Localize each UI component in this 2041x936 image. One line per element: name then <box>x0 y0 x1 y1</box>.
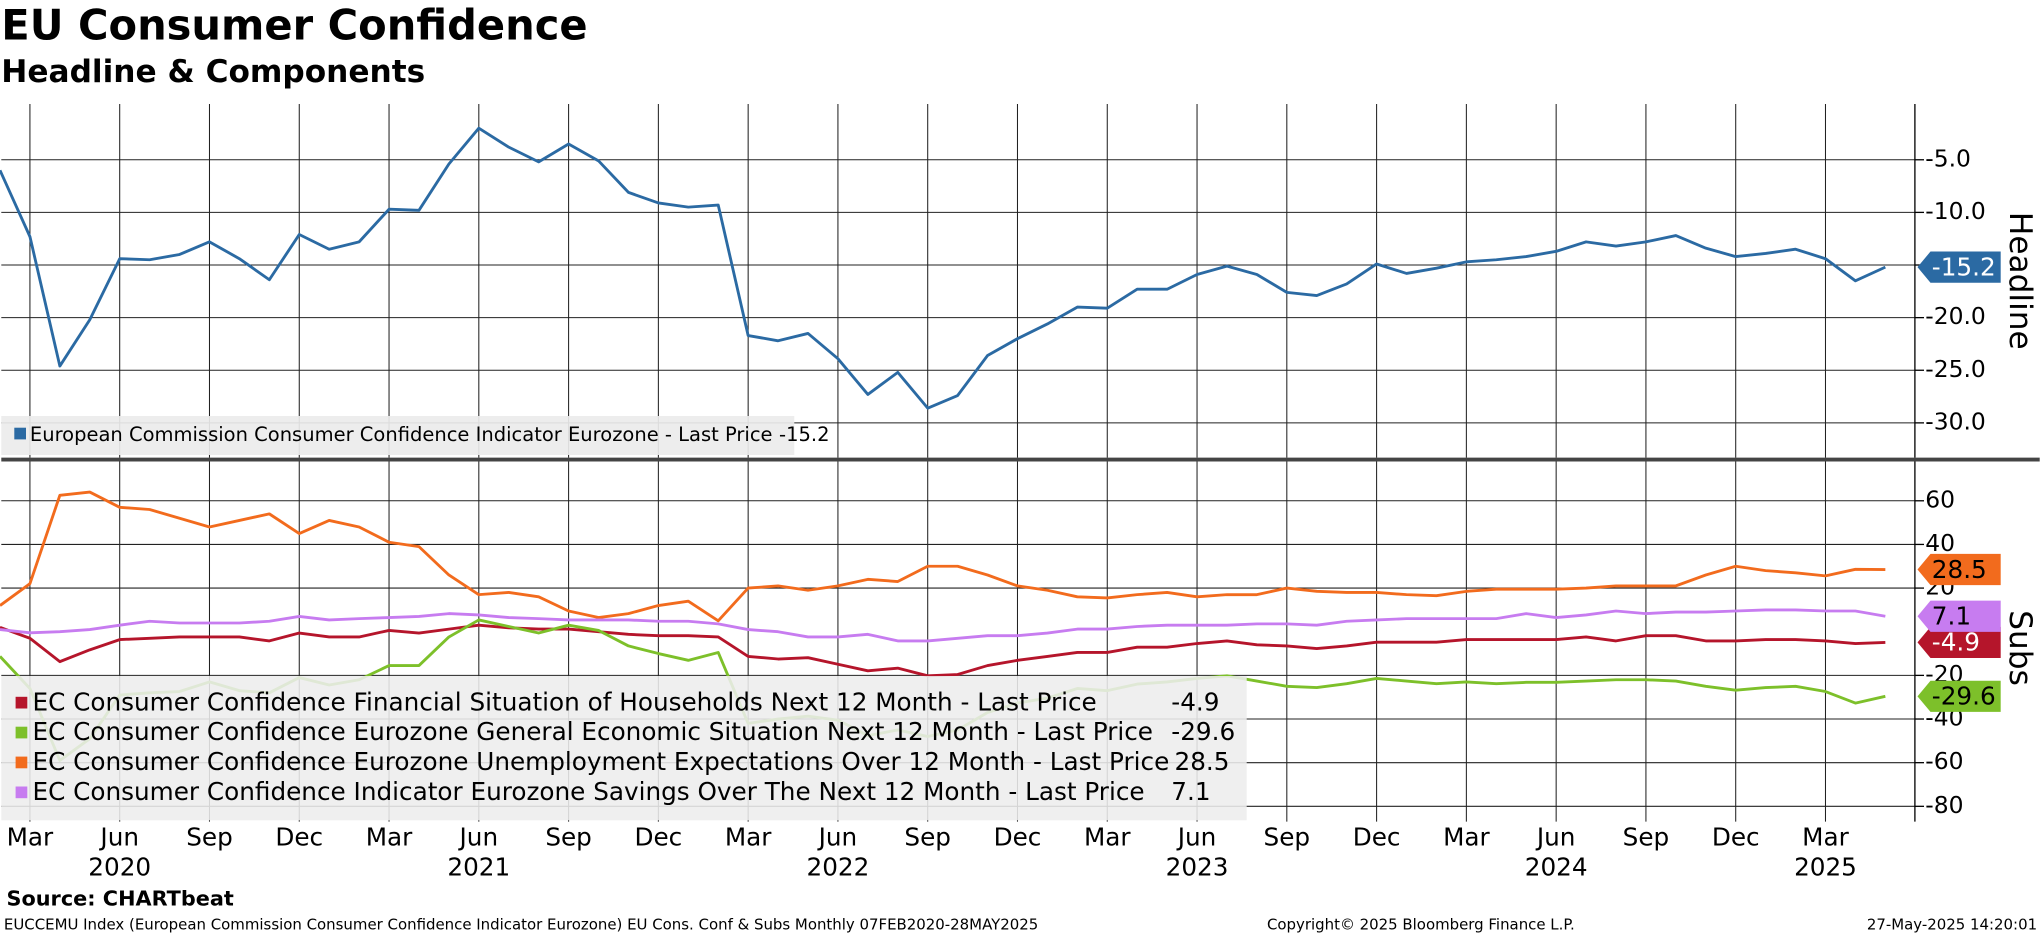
x-tick-label: Mar <box>1802 822 1849 851</box>
last-value-label: -15.2 <box>1932 252 1996 281</box>
footer-center: Copyright© 2025 Bloomberg Finance L.P. <box>1267 916 1575 934</box>
y-tick-label: -60 <box>1925 747 1963 775</box>
legend-label: EC Consumer Confidence Eurozone Unemploy… <box>33 747 1170 776</box>
last-value-tag <box>1917 251 2001 283</box>
legend-label: European Commission Consumer Confidence … <box>30 423 773 446</box>
x-tick-label: Jun <box>817 822 858 851</box>
y-tick-label: 60 <box>1925 485 1955 513</box>
source: Source: CHARTbeat <box>7 887 234 911</box>
legend-label: EC Consumer Confidence Financial Situati… <box>33 687 1097 716</box>
x-tick-label: Mar <box>1443 822 1490 851</box>
y-tick-label: -20.0 <box>1925 302 1986 330</box>
x-year-label: 2025 <box>1794 852 1857 881</box>
last-value-tag <box>1917 680 2001 712</box>
last-value-label: -29.6 <box>1932 682 1996 711</box>
y-tick-label: 40 <box>1925 529 1955 557</box>
x-year-label: 2023 <box>1166 852 1229 881</box>
x-tick-label: Mar <box>725 822 772 851</box>
x-year-label: 2021 <box>447 852 510 881</box>
series-line <box>0 608 1886 643</box>
y-tick-label: -30.0 <box>1925 407 1986 435</box>
legend-value: -29.6 <box>1171 717 1235 746</box>
y-tick-label: -25.0 <box>1925 355 1986 383</box>
last-value-tag <box>1917 626 2001 659</box>
chart-subtitle: Headline & Components <box>1 54 425 90</box>
x-tick-label: Dec <box>634 822 682 851</box>
x-tick-label: Dec <box>1353 822 1401 851</box>
last-value-label: 7.1 <box>1932 602 1971 631</box>
legend-value: -4.9 <box>1171 687 1219 716</box>
footer-right: 27-May-2025 14:20:01 <box>1867 916 2037 934</box>
x-tick-label: Dec <box>994 822 1042 851</box>
legend-swatch <box>15 756 28 769</box>
last-value-tag <box>1917 600 2001 632</box>
legend-box <box>1 416 795 455</box>
legend-box <box>1 676 1247 821</box>
y-tick-label: -5.0 <box>1925 144 1971 172</box>
x-year-label: 2020 <box>88 852 151 881</box>
series-line <box>0 490 1886 623</box>
legend-swatch <box>15 696 28 709</box>
x-tick-label: Jun <box>1176 822 1217 851</box>
x-tick-label: Sep <box>545 822 592 851</box>
x-tick-label: Dec <box>1712 822 1760 851</box>
x-tick-label: Sep <box>186 822 233 851</box>
x-tick-label: Mar <box>366 822 413 851</box>
series-line <box>0 126 1886 410</box>
series-line <box>0 623 1886 678</box>
footer-left: EUCCEMU Index (European Commission Consu… <box>4 916 1038 934</box>
x-tick-label: Jun <box>1535 822 1576 851</box>
y-tick-label: -10.0 <box>1925 197 1986 225</box>
legend-label: EC Consumer Confidence Eurozone General … <box>33 717 1153 746</box>
x-tick-label: Jun <box>98 822 139 851</box>
last-value-tag <box>1917 553 2001 586</box>
y-axis-title: Subs <box>2002 610 2038 686</box>
legend-value: 7.1 <box>1171 777 1210 806</box>
legend-swatch <box>15 786 28 799</box>
x-tick-label: Sep <box>1623 822 1670 851</box>
y-axis-title: Headline <box>2002 212 2038 350</box>
chart-title: EU Consumer Confidence <box>1 1 587 50</box>
x-year-label: 2022 <box>807 852 870 881</box>
x-tick-label: Jun <box>458 822 499 851</box>
legend-value: 28.5 <box>1174 747 1229 776</box>
last-value-label: -4.9 <box>1932 628 1980 657</box>
legend-swatch <box>15 726 28 739</box>
last-value-label: 28.5 <box>1932 555 1987 584</box>
x-tick-label: Dec <box>275 822 323 851</box>
legend-swatch <box>14 427 26 440</box>
legend-value: -15.2 <box>779 423 829 446</box>
x-tick-label: Mar <box>1084 822 1131 851</box>
x-tick-label: Sep <box>904 822 951 851</box>
legend-label: EC Consumer Confidence Indicator Eurozon… <box>33 777 1145 806</box>
x-tick-label: Sep <box>1264 822 1311 851</box>
y-tick-label: -80 <box>1925 791 1963 819</box>
x-year-label: 2024 <box>1525 852 1588 881</box>
x-tick-label: Mar <box>7 822 54 851</box>
